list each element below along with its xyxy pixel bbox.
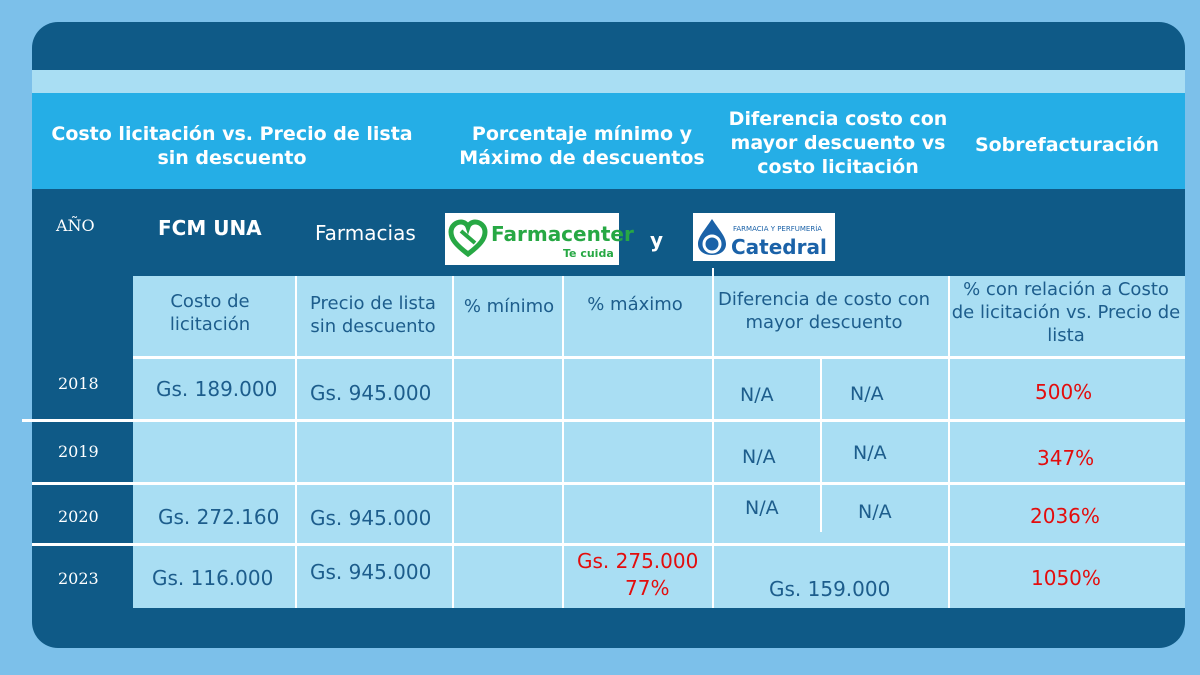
diferencia-2023: Gs. 159.000 [769,577,891,601]
header-costo-vs-precio: Costo licitación vs. Precio de lista sin… [51,123,413,169]
grid-line [133,356,1185,359]
grid-line [32,543,1185,546]
diferencia-2020-b: N/A [858,501,892,523]
year-2020: 2020 [58,507,99,526]
col-costo: Costo de licitación [169,291,251,335]
col-relacion: % con relación a Costo de licitación vs.… [951,279,1181,346]
drop-icon [698,219,726,255]
col-max: % máximo [587,294,683,315]
y-label: y [650,228,664,252]
grid-line [295,276,297,419]
precio-2023: Gs. 945.000 [310,560,432,584]
sobre-2020: 2036% [1030,504,1100,528]
costo-2018: Gs. 189.000 [156,377,278,401]
diferencia-2018-b: N/A [850,383,884,405]
catedral-top: FARMACIA Y PERFUMERÍA [733,225,823,233]
year-column-label: AÑO [56,216,95,235]
data-area [133,276,1185,608]
col-diferencia: Diferencia de costo con mayor descuento [717,289,931,333]
year-2023: 2023 [58,569,99,588]
grid-line [22,419,1185,422]
sobre-2018: 500% [1035,380,1093,404]
heart-icon [448,219,488,258]
costo-2023: Gs. 116.000 [152,566,274,590]
diferencia-2019-a: N/A [742,446,776,468]
grid-line [948,276,950,608]
col-precio: Precio de lista sin descuento [310,293,436,337]
grid-line [452,276,454,608]
maximo-2023-percent: 77% [625,576,670,600]
farmacenter-tagline: Te cuida [563,247,614,260]
fcm-una-label: FCM UNA [158,216,262,240]
farmacias-label: Farmacias [315,221,416,245]
grid-line [562,276,564,608]
grid-line [295,422,297,608]
catedral-logo: FARMACIA Y PERFUMERÍA Catedral [693,213,835,261]
top-stripe [32,70,1185,93]
header-band [32,93,1185,189]
grid-line [712,268,714,608]
sobre-2019: 347% [1037,446,1095,470]
year-2018: 2018 [58,374,99,393]
year-2019: 2019 [58,442,99,461]
diferencia-2020-a: N/A [745,497,779,519]
grid-line [820,358,822,532]
col-min: % mínimo [463,296,555,317]
header-porcentaje: Porcentaje mínimo y Máximo de descuentos [459,123,705,169]
catedral-name: Catedral [731,235,827,259]
farmacenter-name: Farmacenter [491,222,634,246]
sobre-2023: 1050% [1031,566,1101,590]
precio-2018: Gs. 945.000 [310,381,432,405]
grid-line [32,482,1185,485]
precio-2020: Gs. 945.000 [310,506,432,530]
diferencia-2019-b: N/A [853,442,887,464]
diferencia-2018-a: N/A [740,384,774,406]
costo-2020: Gs. 272.160 [158,505,280,529]
maximo-2023-value: Gs. 275.000 [577,549,699,573]
header-sobrefacturacion: Sobrefacturación [974,134,1160,156]
header-diferencia: Diferencia costo con mayor descuento vs … [728,108,948,178]
farmacenter-logo: Farmacenter Te cuida [445,213,634,265]
